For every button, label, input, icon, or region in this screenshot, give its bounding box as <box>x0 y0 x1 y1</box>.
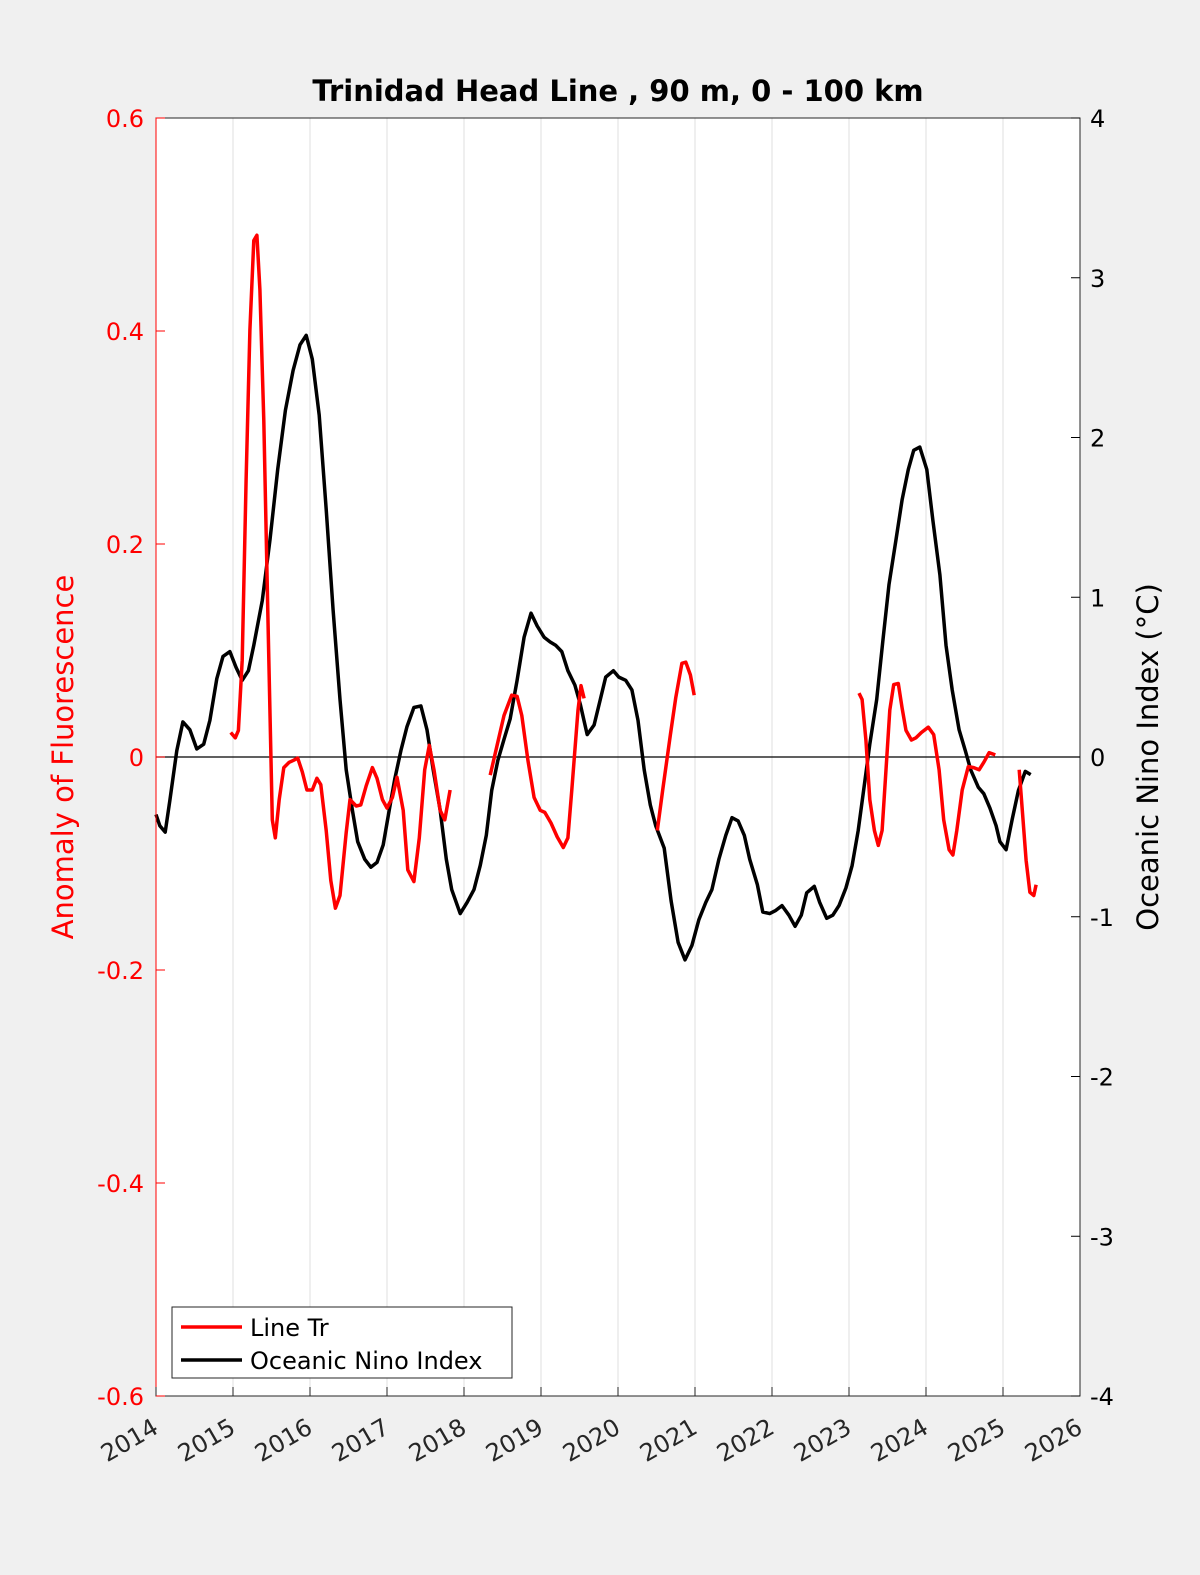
legend-box <box>171 1306 513 1379</box>
y-left-tick-label: 0.2 <box>106 531 144 559</box>
x-tick-label: 2014 <box>96 1413 163 1468</box>
series-line-tr <box>488 683 586 850</box>
y-right-tick-label: 1 <box>1090 584 1105 612</box>
y-right-tick-label: 2 <box>1090 425 1105 453</box>
y-right-tick-label: -3 <box>1090 1223 1114 1251</box>
y-right-tick-label: -1 <box>1090 904 1114 932</box>
series-line-tr <box>857 681 996 857</box>
x-tick-label: 2015 <box>173 1413 240 1468</box>
series-lines <box>154 233 1038 962</box>
y-right-tick-label: -4 <box>1090 1383 1114 1411</box>
y-axis-left-label: Anomaly of Fluorescence <box>46 575 80 940</box>
x-tick-label: 2026 <box>1020 1413 1087 1468</box>
y-right-tick-label: 0 <box>1090 744 1105 772</box>
y-left-tick-label: -0.6 <box>97 1383 144 1411</box>
series-line-tr <box>229 233 452 910</box>
series-line-tr <box>655 660 696 831</box>
y-left-tick-label: 0 <box>129 744 144 772</box>
x-tick-label: 2017 <box>327 1413 394 1468</box>
x-tick-label: 2022 <box>712 1413 779 1468</box>
legend: Line Tr Oceanic Nino Index <box>171 1306 513 1379</box>
y-left-tick-label: 0.4 <box>106 318 144 346</box>
y-right-tick-label: 3 <box>1090 265 1105 293</box>
y-left-tick-label: -0.2 <box>97 957 144 985</box>
x-tick-label: 2023 <box>789 1413 856 1468</box>
y-right-tick-label: 4 <box>1090 105 1105 133</box>
y-left-tick-label: -0.4 <box>97 1170 144 1198</box>
y-axis-right-label: Oceanic Nino Index (°C) <box>1131 583 1165 931</box>
x-tick-label: 2021 <box>635 1413 702 1468</box>
y-left-tick-label: 0.6 <box>106 105 144 133</box>
x-tick-label: 2020 <box>558 1413 625 1468</box>
series-line-tr <box>1017 769 1038 898</box>
legend-label-line-tr: Line Tr <box>250 1314 329 1342</box>
x-tick-label: 2018 <box>404 1413 471 1468</box>
x-tick-label: 2016 <box>250 1413 317 1468</box>
x-tick-label: 2019 <box>481 1413 548 1468</box>
y-right-tick-label: -2 <box>1090 1064 1114 1092</box>
chart-title: Trinidad Head Line , 90 m, 0 - 100 km <box>312 74 923 108</box>
legend-label-oni: Oceanic Nino Index <box>250 1347 482 1375</box>
x-tick-label: 2024 <box>866 1413 933 1468</box>
x-tick-label: 2025 <box>943 1413 1010 1468</box>
series-oceanic-nino-index <box>154 333 1032 962</box>
